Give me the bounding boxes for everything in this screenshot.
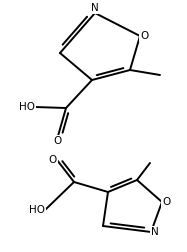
Text: N: N [91, 3, 99, 13]
Text: HO: HO [19, 102, 35, 112]
Text: O: O [54, 136, 62, 146]
Text: N: N [151, 227, 159, 237]
Text: O: O [162, 197, 170, 207]
Text: O: O [49, 155, 57, 165]
Text: O: O [140, 31, 148, 41]
Text: HO: HO [29, 205, 45, 215]
